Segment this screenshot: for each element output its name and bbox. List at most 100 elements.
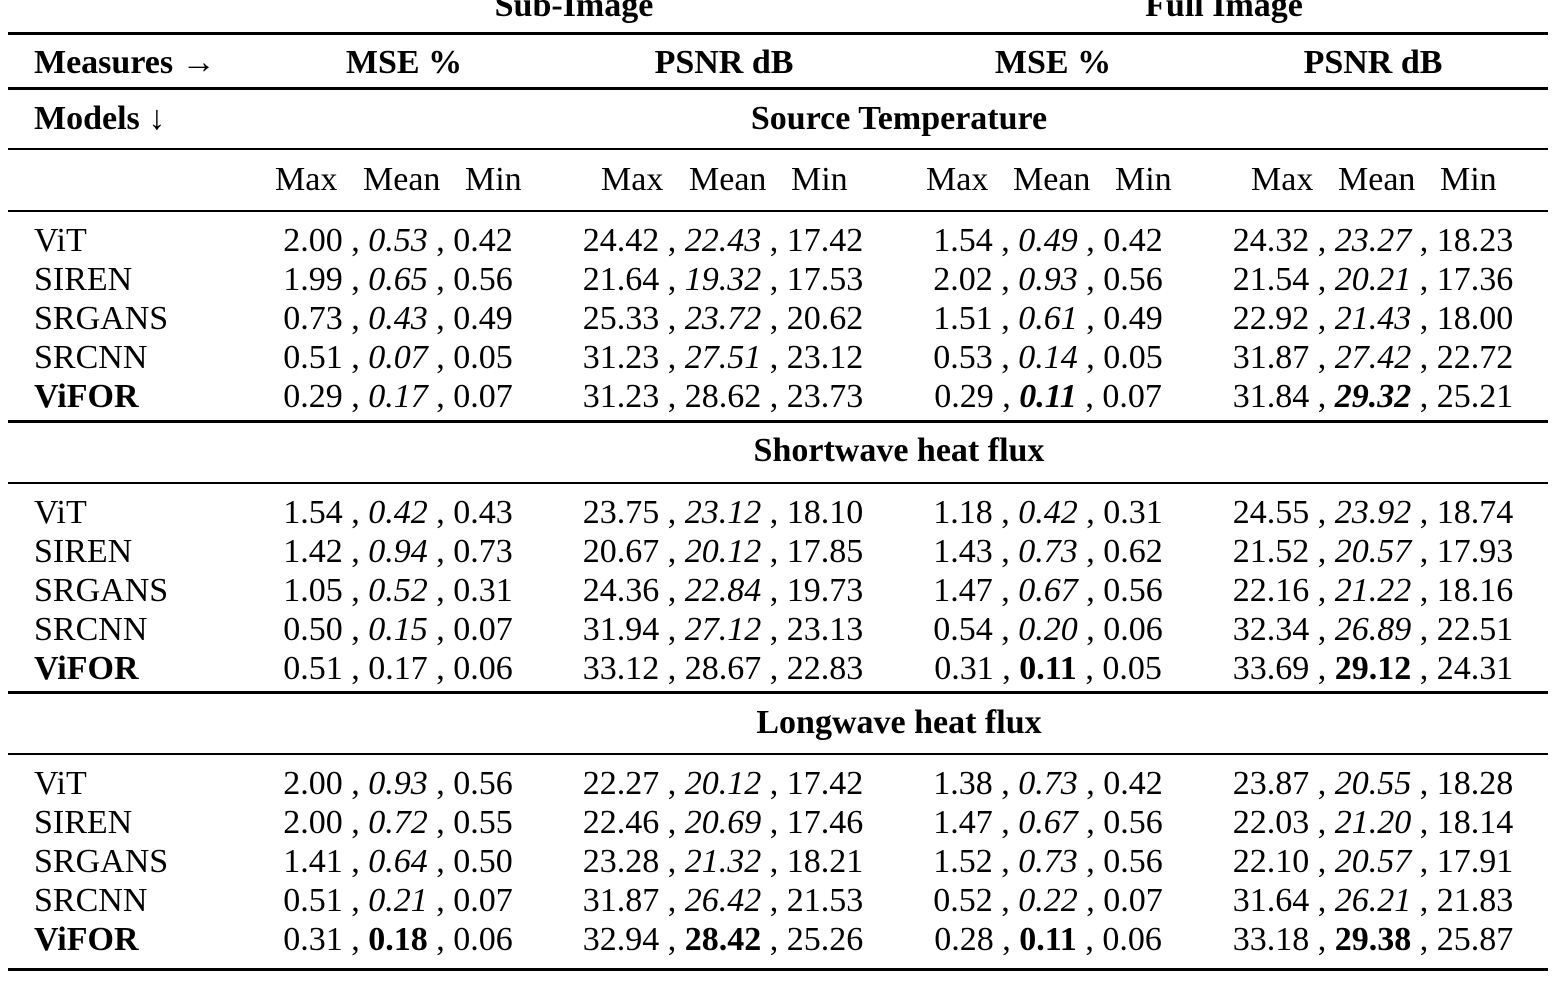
cell-max-value: 0.51 bbox=[283, 650, 343, 687]
cell-min-value: 0.56 bbox=[1103, 261, 1163, 298]
table-cell: 1.43 , 0.73 , 0.62 bbox=[933, 533, 1163, 570]
cell-max-value: 31.87 bbox=[582, 882, 660, 919]
cell-max-value: 22.03 bbox=[1232, 804, 1310, 841]
cell-mean-value: 0.94 bbox=[368, 533, 428, 570]
cell-max-value: 23.75 bbox=[582, 494, 660, 531]
cell-max-value: 20.67 bbox=[582, 533, 660, 570]
table-cell: 2.00 , 0.72 , 0.55 bbox=[283, 804, 513, 841]
cell-max-value: 1.43 bbox=[933, 533, 993, 570]
table-cell: 24.42 , 22.43 , 17.42 bbox=[582, 222, 864, 259]
model-name: SIREN bbox=[34, 261, 133, 298]
cell-max-value: 21.54 bbox=[1232, 261, 1310, 298]
cell-min-value: 17.91 bbox=[1436, 843, 1514, 880]
table-cell: 22.03 , 21.20 , 18.14 bbox=[1232, 804, 1514, 841]
cell-max-value: 1.51 bbox=[933, 300, 993, 337]
cell-max-value: 2.00 bbox=[283, 765, 343, 802]
cell-min-value: 17.42 bbox=[786, 222, 864, 259]
table-cell: 0.51 , 0.07 , 0.05 bbox=[283, 339, 513, 376]
sub-col-min-3: Min bbox=[1115, 161, 1172, 198]
cell-min-value: 0.42 bbox=[1103, 765, 1163, 802]
table-cell: 25.33 , 23.72 , 20.62 bbox=[582, 300, 864, 337]
cell-max-value: 0.29 bbox=[283, 378, 343, 415]
cell-min-value: 25.26 bbox=[786, 921, 864, 958]
measure-col-3: MSE % bbox=[994, 44, 1112, 81]
cell-mean-value: 23.27 bbox=[1334, 222, 1412, 259]
cell-min-value: 0.05 bbox=[453, 339, 513, 376]
table-cell: 0.31 , 0.11 , 0.05 bbox=[934, 650, 1162, 687]
cell-mean-value: 27.42 bbox=[1334, 339, 1412, 376]
cell-mean-value: 28.42 bbox=[684, 921, 762, 958]
table-cell: 33.12 , 28.67 , 22.83 bbox=[582, 650, 864, 687]
table-cell: 31.23 , 27.51 , 23.12 bbox=[582, 339, 864, 376]
measures-label: Measures → bbox=[34, 44, 216, 81]
table-cell: 21.54 , 20.21 , 17.36 bbox=[1232, 261, 1514, 298]
table-cell: 20.67 , 20.12 , 17.85 bbox=[582, 533, 864, 570]
cell-mean-value: 23.72 bbox=[684, 300, 762, 337]
model-name: ViT bbox=[34, 765, 87, 802]
cell-min-value: 0.49 bbox=[453, 300, 513, 337]
cell-min-value: 0.73 bbox=[453, 533, 513, 570]
cell-min-value: 18.28 bbox=[1436, 765, 1514, 802]
cell-min-value: 18.16 bbox=[1436, 572, 1514, 609]
table-cell: 1.47 , 0.67 , 0.56 bbox=[933, 804, 1163, 841]
cell-max-value: 0.31 bbox=[283, 921, 343, 958]
cell-max-value: 2.00 bbox=[283, 222, 343, 259]
cell-max-value: 1.38 bbox=[933, 765, 993, 802]
cell-max-value: 1.05 bbox=[283, 572, 343, 609]
cell-max-value: 0.51 bbox=[283, 882, 343, 919]
cell-mean-value: 29.12 bbox=[1334, 650, 1412, 687]
table-cell: 32.94 , 28.42 , 25.26 bbox=[582, 921, 864, 958]
cell-min-value: 0.50 bbox=[453, 843, 513, 880]
table-cell: 1.47 , 0.67 , 0.56 bbox=[933, 572, 1163, 609]
cell-min-value: 17.93 bbox=[1436, 533, 1514, 570]
table-cell: 31.84 , 29.32 , 25.21 bbox=[1232, 378, 1514, 415]
cell-min-value: 17.36 bbox=[1436, 261, 1514, 298]
cell-mean-value: 0.93 bbox=[1018, 261, 1078, 298]
table-cell: 1.38 , 0.73 , 0.42 bbox=[933, 765, 1163, 802]
cell-mean-value: 0.42 bbox=[368, 494, 428, 531]
sub-col-max-1: Max bbox=[275, 161, 338, 198]
sub-col-min-2: Min bbox=[791, 161, 848, 198]
cell-min-value: 0.31 bbox=[453, 572, 513, 609]
cell-min-value: 0.05 bbox=[1103, 339, 1163, 376]
section-title-shortwave-heat-flux: Shortwave heat flux bbox=[753, 432, 1045, 469]
table-cell: 32.34 , 26.89 , 22.51 bbox=[1232, 611, 1514, 648]
cell-max-value: 0.29 bbox=[934, 378, 994, 415]
cell-mean-value: 0.20 bbox=[1018, 611, 1078, 648]
cell-mean-value: 0.15 bbox=[368, 611, 428, 648]
cell-min-value: 21.53 bbox=[786, 882, 864, 919]
cell-max-value: 0.52 bbox=[933, 882, 993, 919]
table-cell: 1.18 , 0.42 , 0.31 bbox=[933, 494, 1163, 531]
cell-max-value: 1.18 bbox=[933, 494, 993, 531]
table-cell: 0.53 , 0.14 , 0.05 bbox=[933, 339, 1163, 376]
cell-mean-value: 0.67 bbox=[1018, 804, 1078, 841]
cell-mean-value: 0.49 bbox=[1018, 222, 1078, 259]
model-name: ViFOR bbox=[34, 921, 139, 958]
table-cell: 0.51 , 0.21 , 0.07 bbox=[283, 882, 513, 919]
cell-min-value: 0.06 bbox=[453, 921, 513, 958]
table-cell: 0.52 , 0.22 , 0.07 bbox=[933, 882, 1163, 919]
table-cell: 21.52 , 20.57 , 17.93 bbox=[1232, 533, 1514, 570]
cell-mean-value: 28.67 bbox=[684, 650, 762, 687]
rule-section-2-top bbox=[8, 420, 1548, 423]
sub-col-mean-2: Mean bbox=[689, 161, 767, 198]
table-cell: 33.18 , 29.38 , 25.87 bbox=[1232, 921, 1514, 958]
cell-mean-value: 0.22 bbox=[1018, 882, 1078, 919]
cell-mean-value: 20.12 bbox=[684, 533, 762, 570]
cell-mean-value: 21.32 bbox=[684, 843, 762, 880]
table-cell: 0.54 , 0.20 , 0.06 bbox=[933, 611, 1163, 648]
group-header-sub-image: Sub-Image bbox=[494, 0, 654, 24]
table-cell: 22.27 , 20.12 , 17.42 bbox=[582, 765, 864, 802]
cell-max-value: 32.94 bbox=[582, 921, 660, 958]
sub-col-min-1: Min bbox=[465, 161, 522, 198]
table-cell: 22.16 , 21.22 , 18.16 bbox=[1232, 572, 1514, 609]
cell-max-value: 0.73 bbox=[283, 300, 343, 337]
cell-max-value: 1.54 bbox=[933, 222, 993, 259]
cell-mean-value: 20.69 bbox=[684, 804, 762, 841]
cell-mean-value: 26.89 bbox=[1334, 611, 1412, 648]
cell-mean-value: 0.11 bbox=[1019, 921, 1077, 958]
table-cell: 1.52 , 0.73 , 0.56 bbox=[933, 843, 1163, 880]
rule-section-1-top bbox=[8, 148, 1548, 150]
cell-mean-value: 0.52 bbox=[368, 572, 428, 609]
cell-max-value: 23.28 bbox=[582, 843, 660, 880]
